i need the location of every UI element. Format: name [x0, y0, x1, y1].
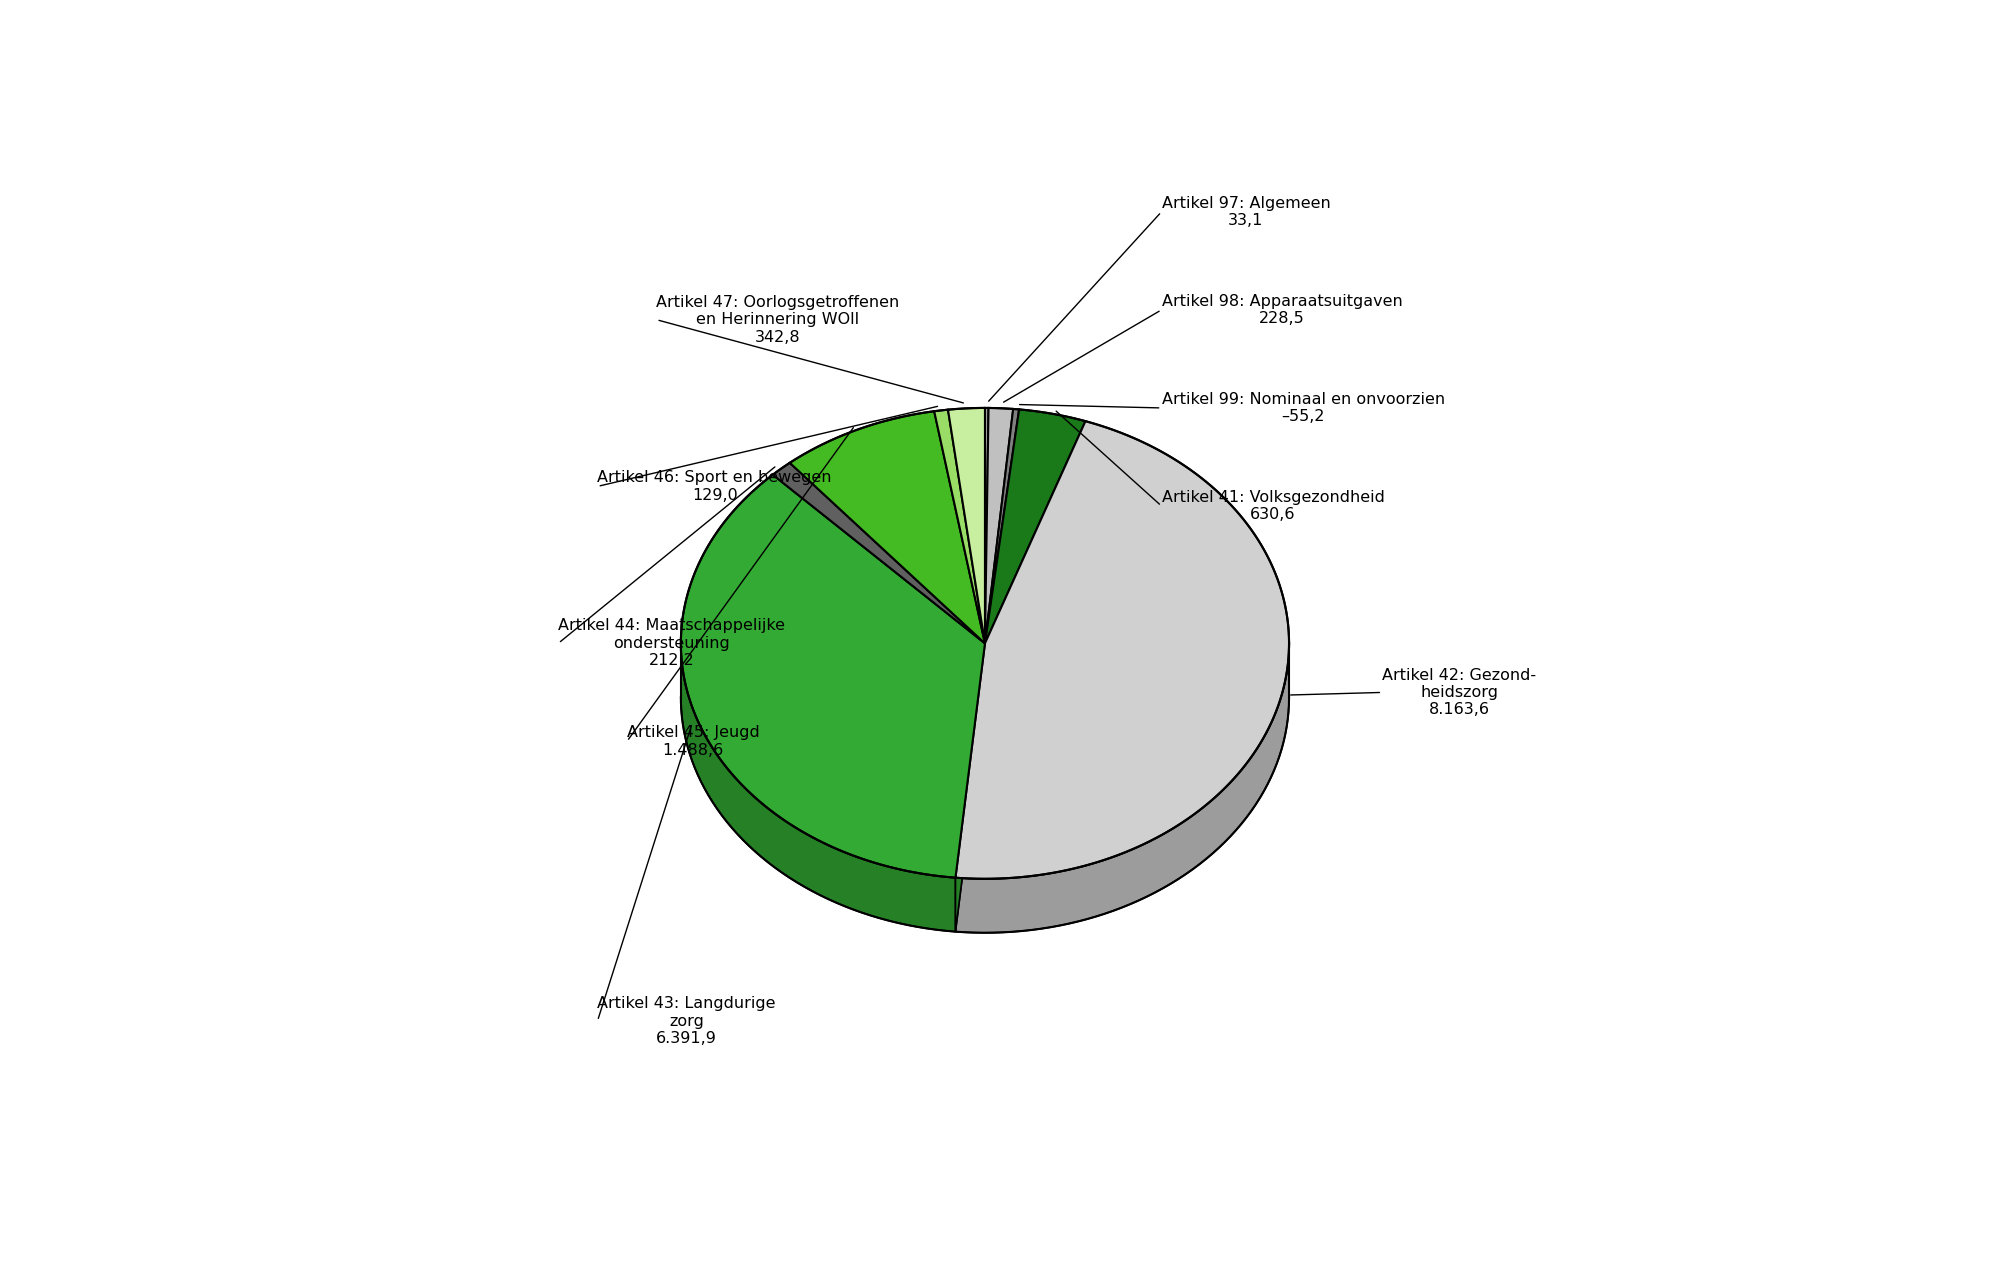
Text: Artikel 46: Sport en bewegen
129,0: Artikel 46: Sport en bewegen 129,0	[598, 470, 831, 503]
Text: Artikel 99: Nominaal en onvoorzien
–55,2: Artikel 99: Nominaal en onvoorzien –55,2	[1160, 391, 1443, 424]
Polygon shape	[955, 643, 985, 931]
Text: Artikel 44: Maatschappelijke
ondersteuning
212,2: Artikel 44: Maatschappelijke ondersteuni…	[558, 618, 785, 669]
Polygon shape	[947, 408, 985, 643]
Text: Artikel 43: Langdurige
zorg
6.391,9: Artikel 43: Langdurige zorg 6.391,9	[598, 996, 775, 1046]
Polygon shape	[955, 643, 985, 931]
Text: Artikel 42: Gezond-
heidszorg
8.163,6: Artikel 42: Gezond- heidszorg 8.163,6	[1381, 668, 1535, 717]
Polygon shape	[680, 475, 985, 878]
Text: Artikel 98: Apparaatsuitgaven
228,5: Artikel 98: Apparaatsuitgaven 228,5	[1160, 293, 1401, 326]
Polygon shape	[985, 408, 987, 643]
Polygon shape	[985, 409, 1020, 643]
Text: Artikel 97: Algemeen
33,1: Artikel 97: Algemeen 33,1	[1160, 195, 1329, 228]
Text: Artikel 45: Jeugd
1.488,6: Artikel 45: Jeugd 1.488,6	[626, 725, 759, 758]
Polygon shape	[680, 645, 955, 931]
Polygon shape	[773, 462, 985, 643]
Polygon shape	[985, 408, 1014, 643]
Text: Artikel 41: Volksgezondheid
630,6: Artikel 41: Volksgezondheid 630,6	[1160, 489, 1383, 522]
Polygon shape	[955, 422, 1288, 879]
Polygon shape	[789, 412, 985, 643]
Text: Artikel 47: Oorlogsgetroffenen
en Herinnering WOll
342,8: Artikel 47: Oorlogsgetroffenen en Herinn…	[656, 294, 899, 344]
Polygon shape	[955, 645, 1288, 933]
Polygon shape	[933, 410, 985, 643]
Polygon shape	[985, 409, 1086, 643]
